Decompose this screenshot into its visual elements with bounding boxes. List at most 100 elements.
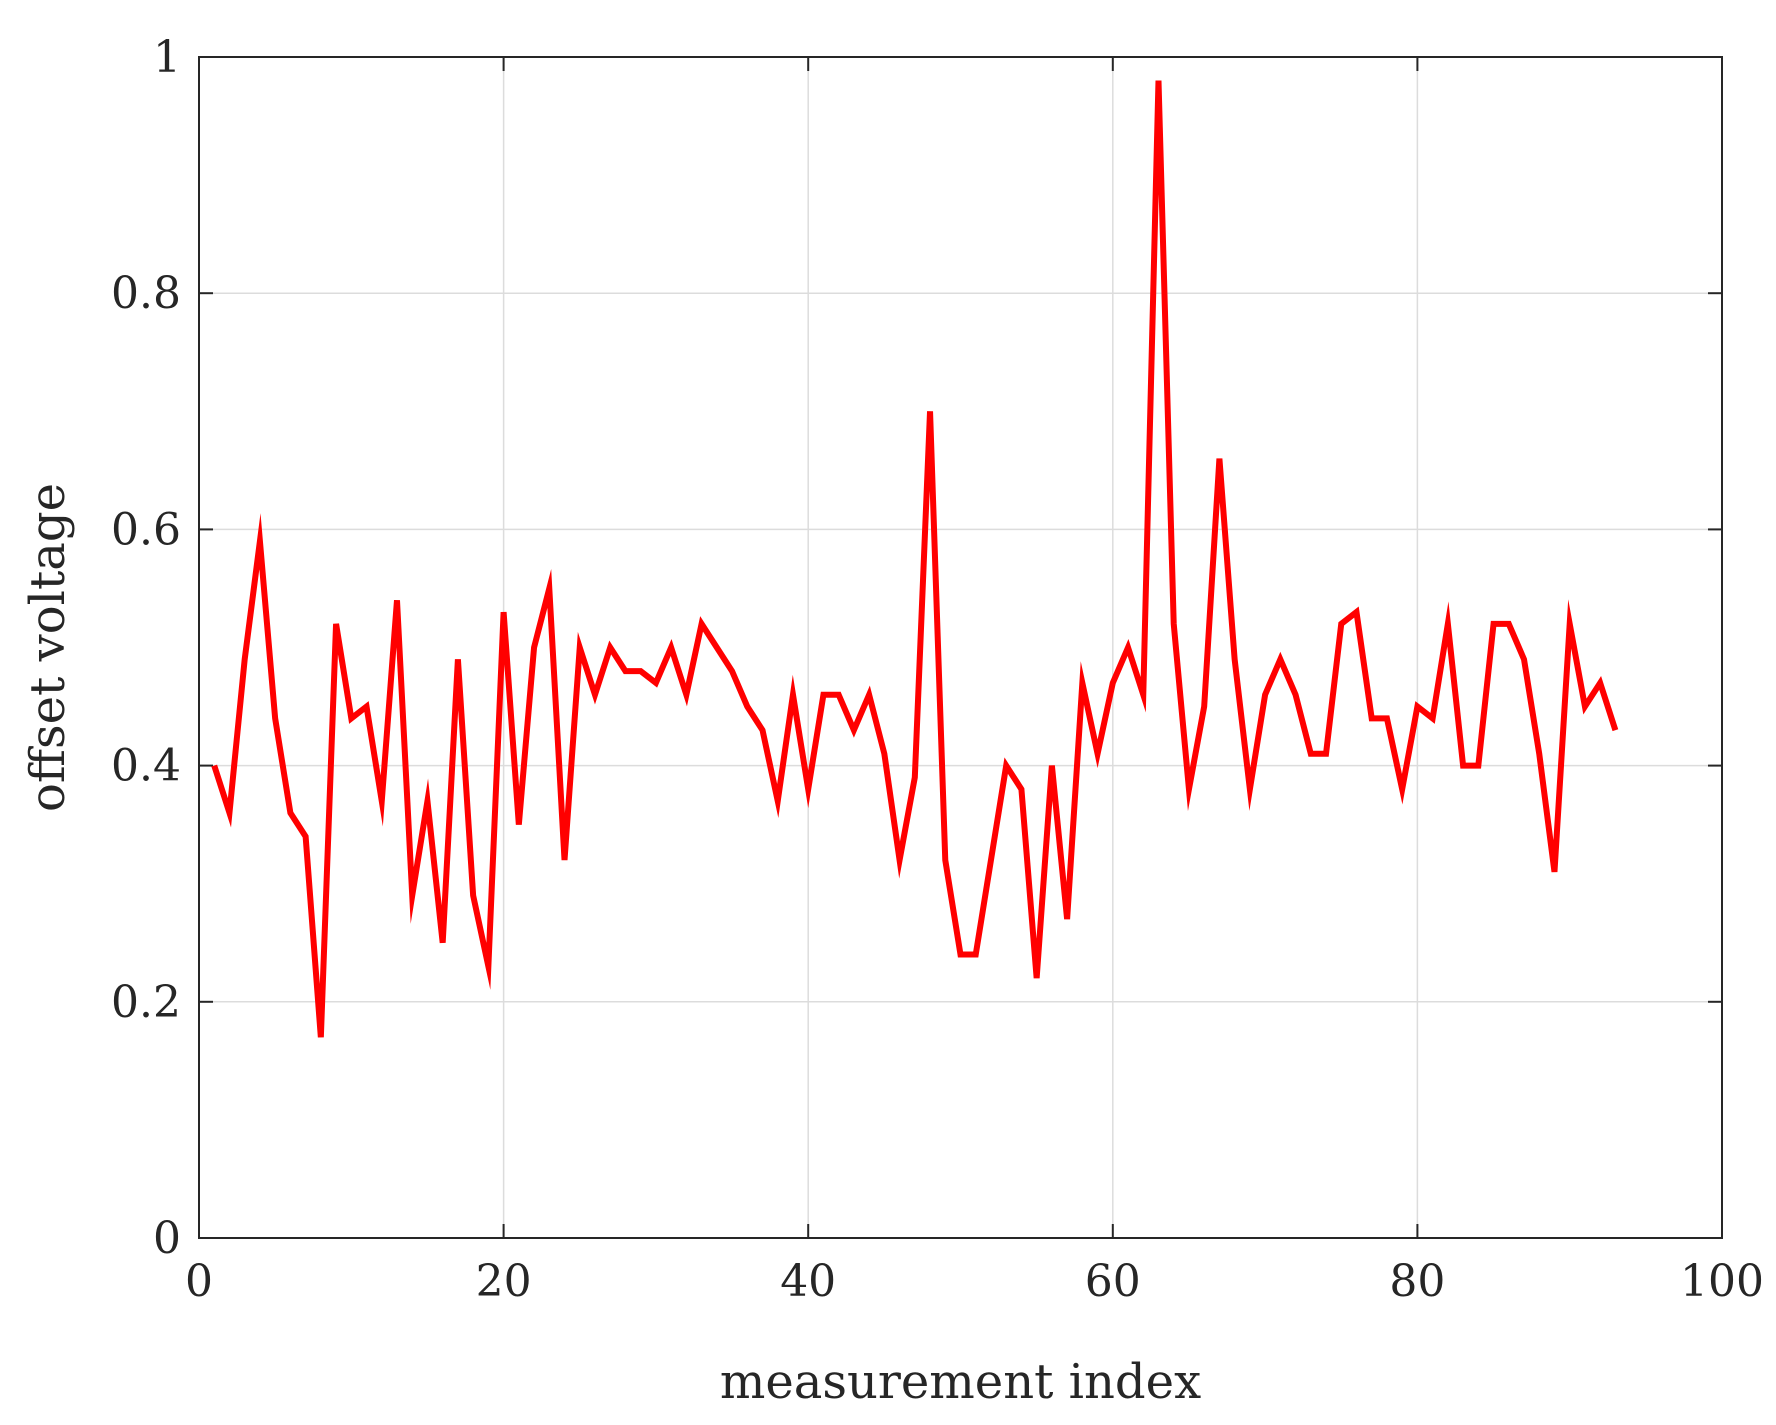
axes — [198, 56, 1723, 1239]
data-point-0-39 — [805, 786, 811, 792]
data-point-0-82 — [1460, 763, 1466, 769]
y-axis-label: offset voltage — [20, 483, 76, 812]
data-point-0-43 — [866, 692, 872, 698]
data-point-0-33 — [714, 645, 720, 651]
data-point-0-11 — [379, 798, 385, 804]
data-point-0-7 — [318, 1034, 324, 1040]
data-point-0-12 — [394, 597, 400, 603]
data-point-0-42 — [851, 727, 857, 733]
data-point-0-44 — [881, 751, 887, 757]
data-point-0-32 — [699, 621, 705, 627]
y-tick-label-2: 0.4 — [111, 741, 181, 792]
data-point-0-89 — [1567, 621, 1573, 627]
data-point-0-50 — [973, 952, 979, 958]
data-point-0-75 — [1353, 609, 1359, 615]
data-point-0-56 — [1064, 916, 1070, 922]
data-point-0-15 — [440, 940, 446, 946]
series-layer — [211, 80, 1619, 1040]
data-point-0-29 — [653, 680, 659, 686]
data-point-0-64 — [1186, 786, 1192, 792]
data-point-0-37 — [775, 798, 781, 804]
data-point-0-60 — [1125, 645, 1131, 651]
data-point-0-24 — [577, 645, 583, 651]
data-point-0-6 — [303, 833, 309, 839]
axes-box — [198, 56, 1723, 1239]
data-point-0-21 — [531, 645, 537, 651]
data-point-0-14 — [424, 798, 430, 804]
data-point-0-26 — [607, 645, 613, 651]
data-point-0-79 — [1414, 704, 1420, 710]
x-tick-label-3: 60 — [1085, 1256, 1141, 1307]
data-point-0-19 — [501, 609, 507, 615]
x-axis-label: measurement index — [720, 1354, 1201, 1410]
data-point-0-48 — [942, 857, 948, 863]
data-point-0-9 — [348, 715, 354, 721]
data-point-0-54 — [1034, 975, 1040, 981]
data-point-0-85 — [1506, 621, 1512, 627]
data-point-0-13 — [409, 893, 415, 899]
tick-labels: 0 20 40 60 80 100 0 0.2 0.4 0.6 0.8 1 — [111, 32, 1764, 1307]
data-point-0-35 — [744, 704, 750, 710]
data-point-0-86 — [1521, 656, 1527, 662]
data-point-0-80 — [1430, 715, 1436, 721]
data-point-0-70 — [1277, 656, 1283, 662]
data-point-0-5 — [287, 810, 293, 816]
data-point-0-28 — [638, 668, 644, 674]
data-point-0-51 — [988, 857, 994, 863]
data-point-0-23 — [562, 857, 568, 863]
x-tick-label-5: 100 — [1680, 1256, 1764, 1307]
data-point-0-92 — [1612, 727, 1618, 733]
data-point-0-74 — [1338, 621, 1344, 627]
data-point-0-65 — [1201, 704, 1207, 710]
data-point-0-2 — [242, 656, 248, 662]
x-tick-label-1: 20 — [476, 1256, 532, 1307]
data-point-0-55 — [1049, 763, 1055, 769]
data-point-0-69 — [1262, 692, 1268, 698]
data-point-0-3 — [257, 538, 263, 544]
y-tick-label-4: 0.8 — [111, 268, 181, 319]
data-point-0-20 — [516, 822, 522, 828]
data-point-0-1 — [226, 810, 232, 816]
data-point-0-63 — [1171, 621, 1177, 627]
data-point-0-77 — [1384, 715, 1390, 721]
data-point-0-88 — [1551, 869, 1557, 875]
data-point-0-10 — [364, 704, 370, 710]
y-tick-label-3: 0.6 — [111, 504, 181, 555]
data-point-0-8 — [333, 621, 339, 627]
data-point-0-46 — [912, 774, 918, 780]
data-point-0-31 — [683, 692, 689, 698]
data-point-0-41 — [836, 692, 842, 698]
series-line-0 — [211, 80, 1619, 1038]
data-point-0-81 — [1445, 621, 1451, 627]
data-point-0-40 — [820, 692, 826, 698]
data-point-0-34 — [729, 668, 735, 674]
data-point-0-78 — [1399, 786, 1405, 792]
data-point-0-90 — [1582, 704, 1588, 710]
data-point-0-4 — [272, 715, 278, 721]
data-point-0-16 — [455, 656, 461, 662]
data-point-0-84 — [1491, 621, 1497, 627]
data-point-0-72 — [1308, 751, 1314, 757]
data-point-0-25 — [592, 692, 598, 698]
x-tick-label-2: 40 — [780, 1256, 836, 1307]
y-tick-label-0: 0 — [153, 1213, 181, 1264]
data-point-0-38 — [790, 692, 796, 698]
data-point-0-59 — [1110, 680, 1116, 686]
data-point-0-36 — [760, 727, 766, 733]
data-point-0-73 — [1323, 751, 1329, 757]
data-point-0-87 — [1536, 751, 1542, 757]
data-point-0-18 — [485, 963, 491, 969]
data-point-0-61 — [1140, 692, 1146, 698]
x-tick-label-0: 0 — [185, 1256, 213, 1307]
y-tick-label-5: 1 — [153, 32, 181, 83]
data-point-0-45 — [897, 857, 903, 863]
data-point-0-58 — [1095, 751, 1101, 757]
data-point-0-76 — [1369, 715, 1375, 721]
y-tick-label-1: 0.2 — [111, 977, 181, 1028]
data-point-0-71 — [1293, 692, 1299, 698]
data-point-0-0 — [211, 763, 217, 769]
data-point-0-66 — [1216, 456, 1222, 462]
data-point-0-68 — [1247, 786, 1253, 792]
